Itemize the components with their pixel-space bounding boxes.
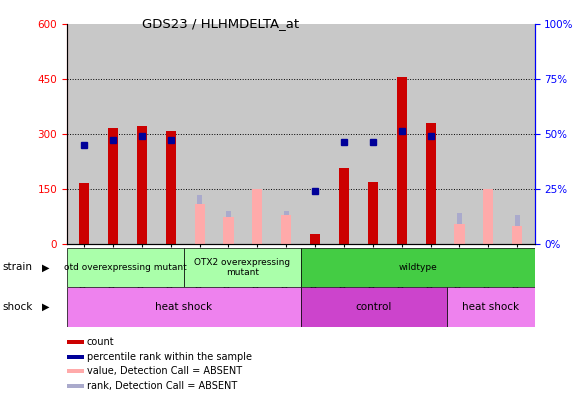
Bar [486,195,491,244]
Bar [310,234,320,244]
Text: GDS23 / HLHMDELTA_at: GDS23 / HLHMDELTA_at [142,17,299,30]
Bar [108,128,118,244]
Bar [284,211,289,244]
Bar [425,123,436,244]
Text: ▶: ▶ [42,262,49,272]
Text: wildtype: wildtype [398,263,437,272]
Bar [512,226,522,244]
Bar [454,224,464,244]
Bar [397,77,407,244]
Bar [195,204,205,244]
Text: count: count [87,337,114,347]
Text: strain: strain [3,262,33,272]
Bar [339,168,349,244]
Bar [301,287,447,327]
Bar [483,188,493,244]
Text: control: control [356,302,392,312]
Bar [137,126,147,244]
Bar [197,195,202,244]
Bar [67,248,184,287]
Bar [515,215,520,244]
Bar [447,287,535,327]
Bar [67,355,84,359]
Text: shock: shock [3,302,33,312]
Bar [301,248,535,287]
Bar [252,188,263,244]
Bar [67,384,84,388]
Bar [281,215,291,244]
Bar [79,183,89,244]
Bar [457,213,462,244]
Text: heat shock: heat shock [155,302,212,312]
Text: value, Detection Call = ABSENT: value, Detection Call = ABSENT [87,366,242,376]
Text: rank, Detection Call = ABSENT: rank, Detection Call = ABSENT [87,381,237,390]
Bar [184,248,301,287]
Bar [368,182,378,244]
Bar [166,131,176,244]
Text: heat shock: heat shock [462,302,519,312]
Text: OTX2 overexpressing
mutant: OTX2 overexpressing mutant [194,258,290,277]
Bar [67,287,301,327]
Bar [67,369,84,373]
Text: otd overexpressing mutant: otd overexpressing mutant [64,263,187,272]
Bar [224,217,234,244]
Text: percentile rank within the sample: percentile rank within the sample [87,352,252,362]
Bar [67,341,84,345]
Bar [226,211,231,244]
Text: ▶: ▶ [42,302,49,312]
Bar [254,204,260,244]
